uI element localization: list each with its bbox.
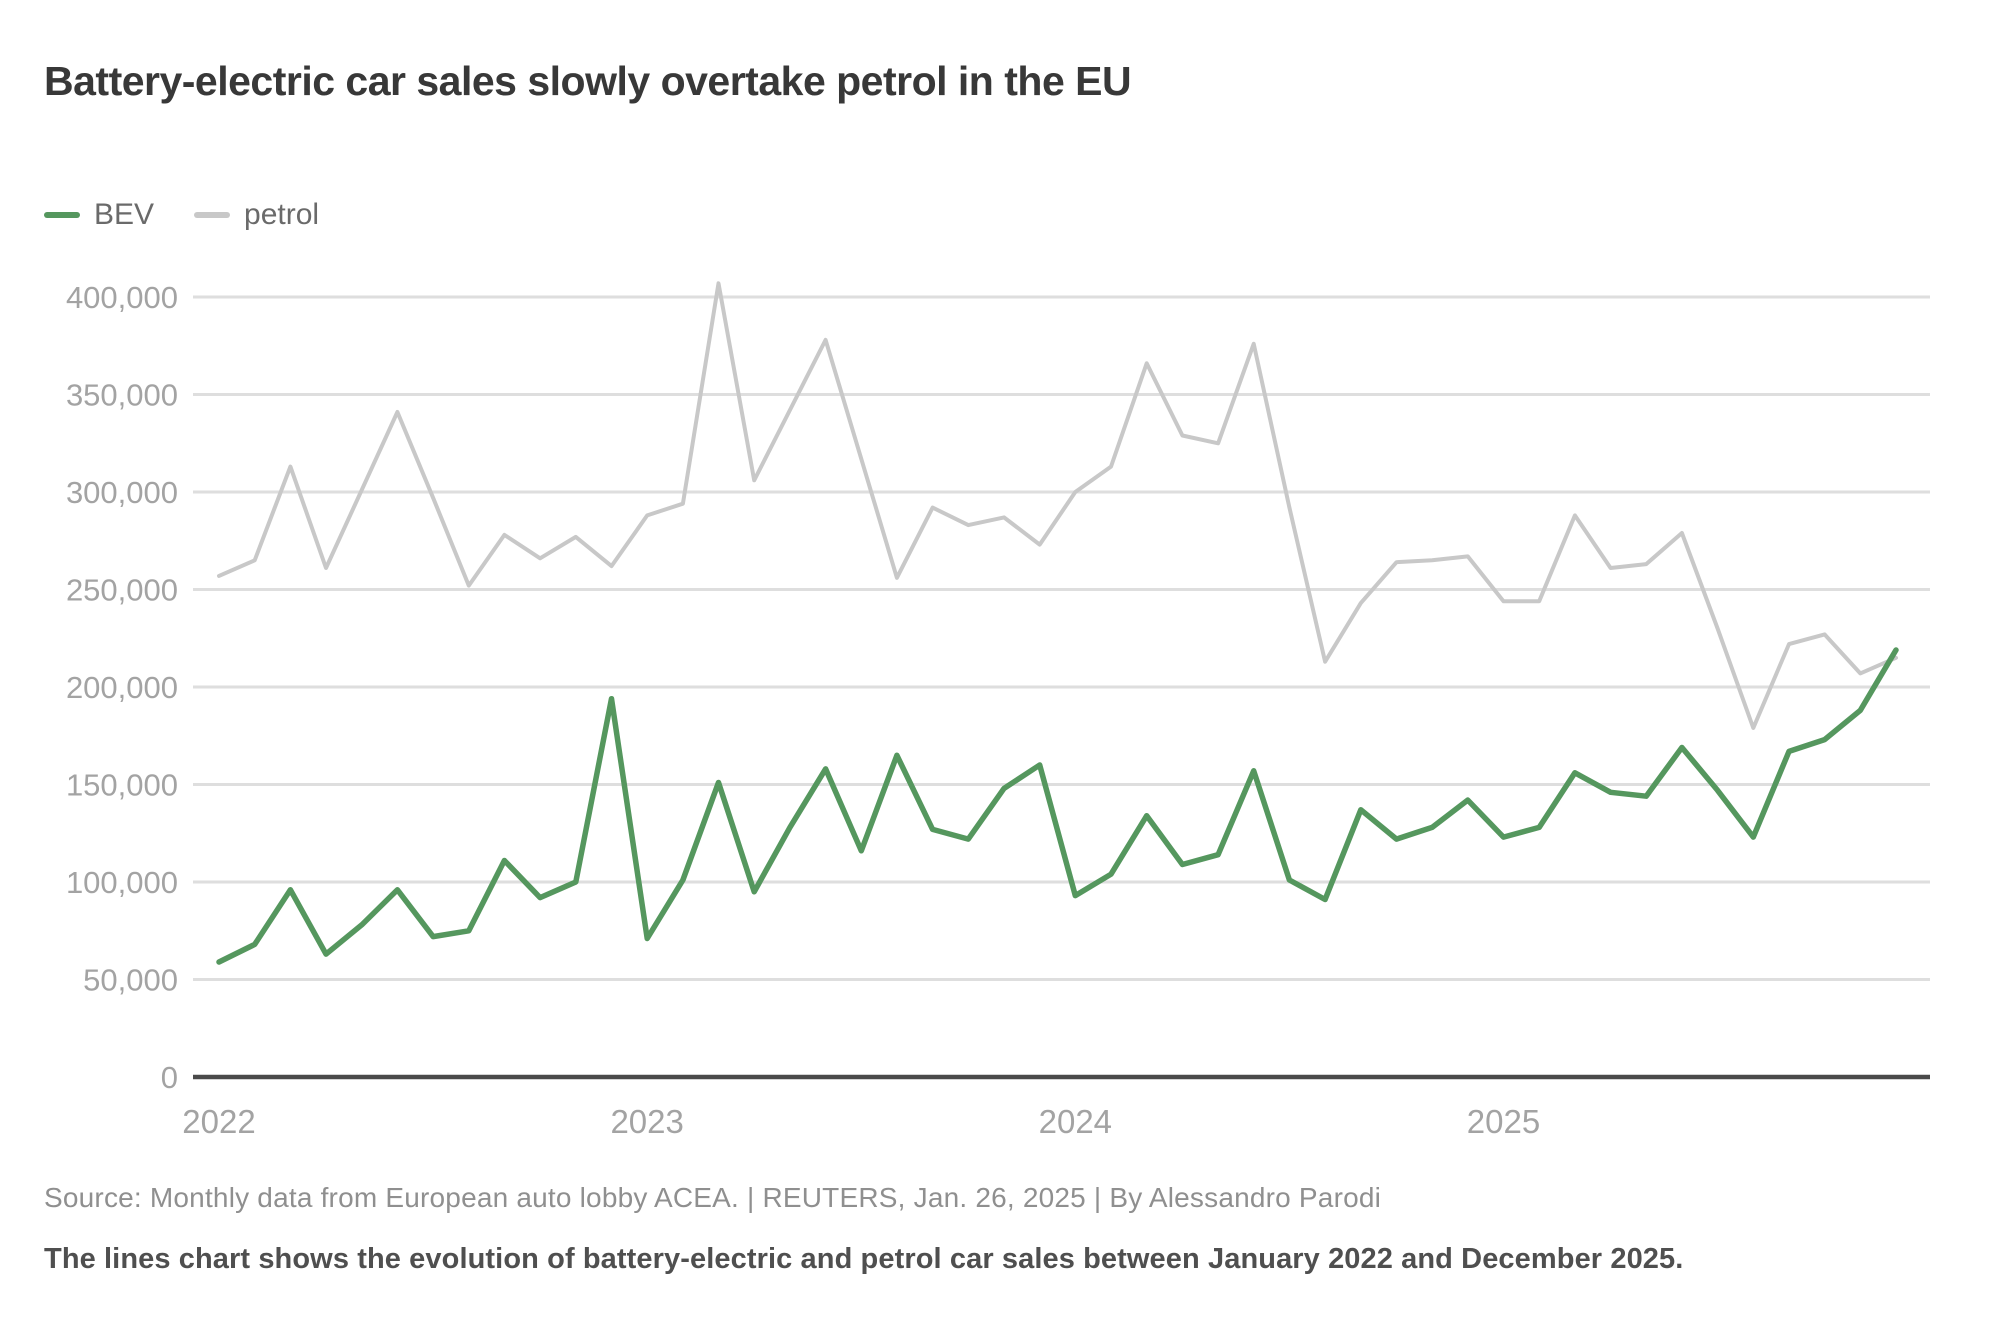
x-tick-2024: 2024 (1039, 1103, 1112, 1140)
x-tick-2022: 2022 (182, 1103, 255, 1140)
y-tick-150,000: 150,000 (66, 768, 178, 803)
y-tick-300,000: 300,000 (66, 475, 178, 510)
y-tick-250,000: 250,000 (66, 573, 178, 608)
petrol-legend-swatch (194, 212, 231, 218)
y-tick-50,000: 50,000 (83, 963, 178, 998)
source-line: Source: Monthly data from European auto … (44, 1182, 1382, 1213)
bev-line (216, 647, 1899, 965)
y-tick-100,000: 100,000 (66, 865, 178, 900)
x-tick-2025: 2025 (1467, 1103, 1540, 1140)
caption-line: The lines chart shows the evolution of b… (44, 1243, 1684, 1275)
y-tick-400,000: 400,000 (66, 280, 178, 315)
chart-title: Battery-electric car sales slowly overta… (44, 58, 1132, 104)
y-tick-350,000: 350,000 (66, 378, 178, 413)
y-tick-200,000: 200,000 (66, 670, 178, 705)
x-tick-2023: 2023 (610, 1103, 683, 1140)
legend: BEV petrol (44, 198, 319, 232)
bev-legend-label: BEV (94, 198, 155, 231)
bev-legend-swatch (44, 212, 80, 218)
petrol-line (217, 281, 1898, 730)
y-tick-0: 0 (161, 1060, 178, 1095)
petrol-legend-label: petrol (244, 198, 320, 231)
